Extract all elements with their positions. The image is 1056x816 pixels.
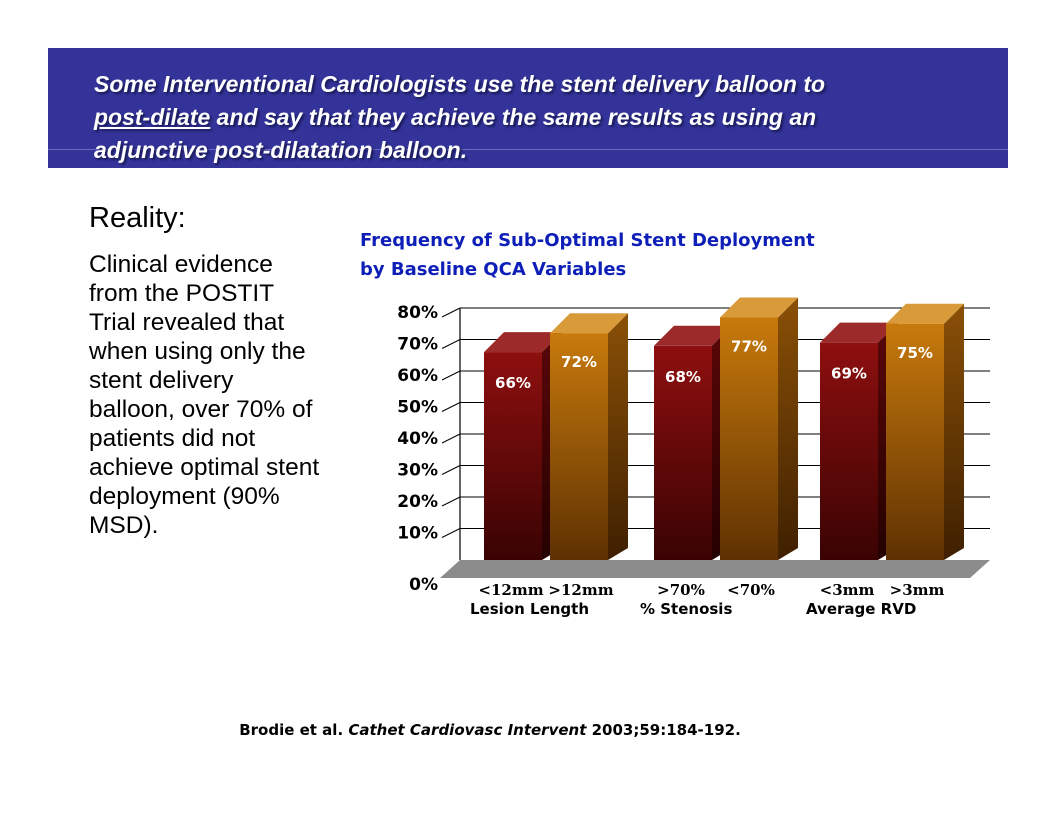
- gridline-depth: [441, 496, 461, 507]
- bar: [720, 317, 778, 560]
- group-label: Average RVD: [806, 600, 916, 618]
- bar-value-label: 77%: [731, 337, 767, 355]
- bar: [820, 342, 878, 560]
- chart-title: Frequency of Sub-Optimal Stent Deploymen…: [360, 226, 815, 284]
- bar: [484, 352, 542, 560]
- banner-underlined-term: post-dilate: [94, 104, 211, 130]
- bar-value-label: 66%: [495, 374, 531, 392]
- bar-side: [944, 303, 964, 560]
- gridline-depth: [441, 402, 461, 412]
- group-label: Lesion Length: [470, 600, 589, 618]
- bar-value-label: 72%: [561, 353, 597, 371]
- bar-side: [778, 297, 798, 560]
- y-tick-label: 50%: [397, 398, 438, 418]
- y-tick-label: 60%: [397, 366, 438, 386]
- chart-title-line-2: by Baseline QCA Variables: [360, 259, 627, 280]
- citation-authors: Brodie et al.: [239, 721, 349, 739]
- x-tick-label: >70%: [657, 581, 705, 599]
- y-tick-label: 30%: [397, 461, 438, 481]
- bar-top: [720, 297, 798, 318]
- bar-value-label: 68%: [665, 368, 701, 386]
- gridline-depth: [441, 370, 461, 381]
- gridline-depth: [441, 433, 461, 444]
- bar-top: [484, 332, 562, 353]
- bar-top: [550, 313, 628, 334]
- chart-floor: [440, 560, 990, 578]
- bar-side: [608, 313, 628, 560]
- reality-body: Clinical evidence from the POSTIT Trial …: [89, 251, 320, 539]
- x-tick-label: <12mm: [478, 581, 543, 599]
- y-tick-label: 80%: [397, 303, 438, 323]
- x-tick-label: <3mm: [820, 581, 875, 599]
- y-tick-label: 70%: [397, 335, 438, 355]
- reality-title: Reality:: [89, 202, 186, 234]
- group-label: % Stenosis: [640, 600, 732, 618]
- bar-top: [820, 322, 898, 343]
- y-tick-label: 20%: [397, 492, 438, 512]
- bar-top: [886, 303, 964, 324]
- bar-top: [654, 325, 732, 346]
- bar: [654, 345, 712, 560]
- header-banner: Some Interventional Cardiologists use th…: [48, 48, 1008, 168]
- y-tick-label: 0%: [409, 575, 438, 595]
- x-tick-label: >3mm: [890, 581, 945, 599]
- citation-journal: Cathet Cardiovasc Intervent: [348, 721, 587, 739]
- bar-value-label: 69%: [831, 365, 867, 383]
- y-tick-label: 40%: [397, 429, 438, 449]
- bar-chart: 0% 10% 20% 30% 40% 50% 60% 70% 80% 66% <12mm 72% >12…: [397, 297, 990, 618]
- banner-line-2: and say that they achieve the same resul…: [210, 104, 817, 130]
- bar: [886, 323, 944, 560]
- bar: [550, 333, 608, 560]
- banner-text: Some Interventional Cardiologists use th…: [94, 68, 974, 167]
- gridline-depth: [441, 307, 461, 318]
- bar-value-label: 75%: [897, 344, 933, 362]
- chart-title-line-1: Frequency of Sub-Optimal Stent Deploymen…: [360, 230, 815, 251]
- x-tick-label: >12mm: [548, 581, 613, 599]
- banner-line-1: Some Interventional Cardiologists use th…: [94, 71, 826, 97]
- gridline-depth: [441, 465, 461, 475]
- x-tick-label: <70%: [727, 581, 775, 599]
- banner-divider: [48, 149, 1008, 150]
- gridline-depth: [441, 528, 461, 538]
- banner-line-3: adjunctive post-dilatation balloon.: [94, 137, 468, 163]
- y-tick-label: 10%: [397, 524, 438, 544]
- citation-details: 2003;59:184-192.: [586, 721, 741, 739]
- citation: Brodie et al. Cathet Cardiovasc Interven…: [0, 721, 980, 739]
- gridline-depth: [441, 339, 461, 349]
